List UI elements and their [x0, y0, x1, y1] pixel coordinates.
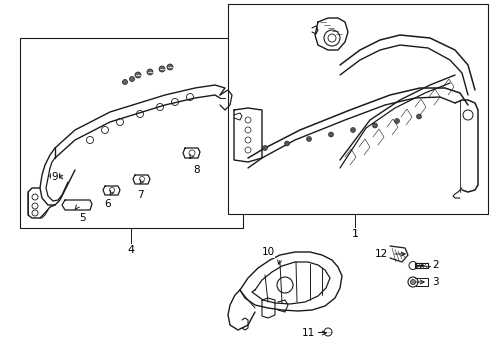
Circle shape	[263, 145, 268, 150]
Text: 5: 5	[79, 213, 85, 223]
Text: 4: 4	[127, 245, 135, 255]
Circle shape	[285, 141, 290, 146]
Circle shape	[350, 127, 356, 132]
Text: 3: 3	[432, 277, 439, 287]
Circle shape	[167, 64, 173, 70]
Text: 2: 2	[432, 261, 439, 270]
Circle shape	[307, 136, 312, 141]
Circle shape	[135, 72, 141, 78]
Circle shape	[328, 132, 334, 137]
Circle shape	[147, 69, 153, 75]
Circle shape	[122, 80, 127, 85]
Circle shape	[159, 66, 165, 72]
Text: 7: 7	[137, 190, 143, 200]
Circle shape	[129, 77, 134, 81]
Text: 11: 11	[302, 328, 315, 338]
Text: 9: 9	[51, 172, 58, 182]
Text: 12: 12	[375, 249, 388, 259]
Circle shape	[394, 118, 399, 123]
Text: 10: 10	[262, 247, 274, 257]
Circle shape	[372, 123, 377, 128]
Bar	[228, 4, 488, 214]
Bar	[20, 38, 243, 228]
Text: 8: 8	[194, 165, 200, 175]
Text: 6: 6	[105, 199, 111, 209]
Circle shape	[416, 114, 421, 119]
Text: 1: 1	[351, 229, 359, 239]
Circle shape	[411, 279, 416, 284]
